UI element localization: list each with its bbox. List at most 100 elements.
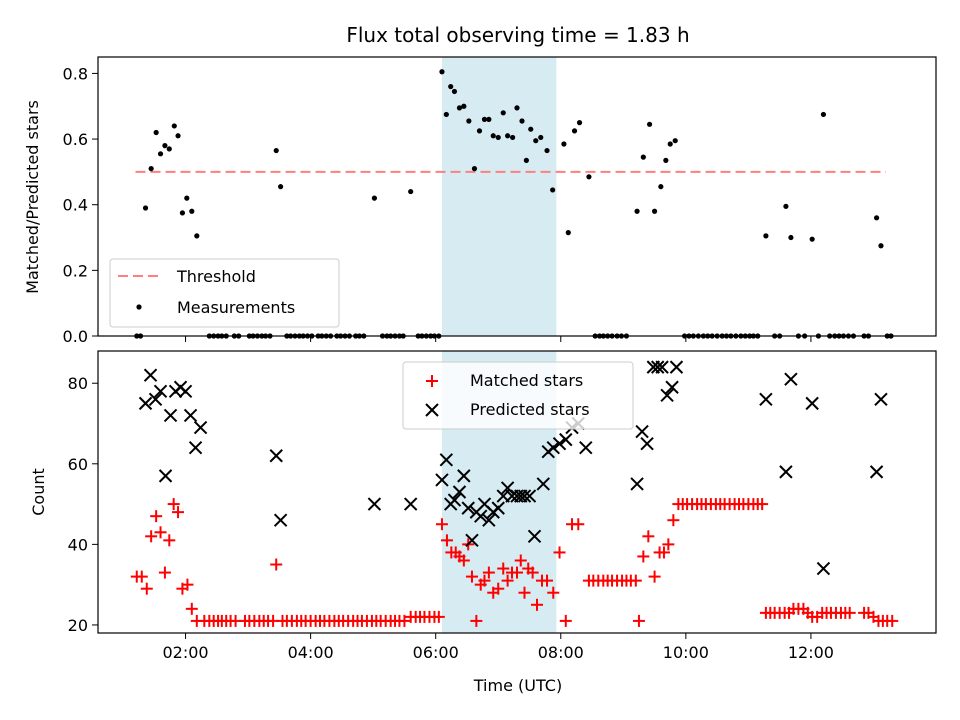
matched-star-point — [167, 498, 180, 511]
matched-star-point — [158, 566, 171, 579]
measurement-point — [278, 184, 284, 190]
top-highlight-span — [441, 57, 557, 336]
measurement-point — [142, 205, 149, 211]
x-tick-label: 12:00 — [788, 643, 834, 662]
predicted-star-point — [784, 372, 798, 386]
matched-star-point — [497, 562, 510, 575]
matched-star-point — [648, 570, 661, 583]
top-y-tick-label: 0.0 — [63, 327, 88, 346]
matched-star-point — [572, 518, 585, 531]
predicted-star-point — [665, 380, 679, 394]
predicted-star-point — [178, 384, 193, 398]
predicted-star-point — [630, 477, 644, 491]
legend-measurements-label: Measurements — [177, 298, 295, 317]
legend-predicted-label: Predicted stars — [470, 400, 590, 419]
bottom-panel: 20 40 60 80 02:00 04:00 06:00 08:00 10:00 12:00 C… — [29, 350, 937, 695]
predicted-star-point — [153, 384, 168, 398]
top-legend-box — [109, 258, 340, 328]
measurement-point — [184, 195, 190, 201]
measurement-point — [466, 118, 472, 124]
measurement-point — [194, 233, 200, 239]
measurement-point — [878, 243, 884, 249]
measurement-point — [171, 123, 177, 129]
predicted-star-point — [660, 388, 674, 403]
measurement-point — [495, 134, 501, 141]
measurement-point — [461, 103, 467, 109]
legend-predicted-swatch — [425, 403, 439, 417]
bottom-y-tick-label: 60 — [68, 455, 88, 474]
measurement-point — [371, 195, 378, 201]
top-y-tick-label: 0.6 — [63, 130, 88, 149]
matched-star-point — [172, 506, 185, 519]
predicted-star-point — [640, 436, 654, 451]
matched-star-point — [657, 546, 670, 559]
matched-star-point — [482, 566, 495, 579]
matched-star-point — [553, 546, 566, 559]
predicted-star-point — [183, 408, 198, 423]
measurement-point — [663, 157, 669, 163]
bottom-y-tick-label: 20 — [68, 616, 88, 635]
predicted-star-point — [816, 561, 831, 576]
matched-star-point — [135, 570, 148, 583]
predicted-star-point — [435, 473, 449, 487]
matched-star-point — [756, 498, 769, 511]
matched-star-point — [470, 614, 483, 627]
measurement-point — [179, 210, 186, 216]
predicted-star-point — [193, 420, 208, 435]
predicted-star-point — [546, 440, 560, 455]
matched-star-point — [432, 610, 445, 623]
measurement-point — [783, 203, 789, 209]
measurement-point — [456, 105, 463, 111]
measurement-point — [443, 111, 449, 118]
measurement-point — [486, 116, 492, 122]
predicted-star-point — [465, 533, 479, 548]
measurement-point — [873, 215, 880, 221]
measurement-point — [148, 166, 154, 172]
predicted-star-point — [163, 408, 178, 423]
matched-star-point — [547, 586, 560, 599]
measurement-point — [538, 134, 544, 141]
predicted-star-point — [447, 493, 462, 507]
matched-star-point — [478, 574, 491, 587]
predicted-star-point — [143, 368, 158, 382]
predicted-star-point — [269, 449, 283, 463]
matched-star-point — [154, 526, 167, 539]
legend-matched-swatch — [426, 375, 438, 387]
measurement-point — [189, 208, 195, 214]
measurement-point — [788, 234, 794, 241]
measurement-point — [586, 174, 592, 180]
measurement-point — [565, 230, 571, 236]
matched-star-point — [526, 566, 539, 579]
predicted-star-point — [651, 360, 665, 374]
matched-star-point — [150, 510, 163, 523]
chart-title: Flux total observing time = 1.83 h — [346, 23, 689, 47]
predicted-star-point — [517, 489, 532, 503]
predicted-star-point — [805, 396, 819, 411]
predicted-star-point — [552, 436, 567, 451]
predicted-star-point — [579, 440, 593, 455]
matched-star-point — [632, 614, 645, 627]
top-panel: 0.00.20.40.60.8 Matched/Predicted stars … — [23, 56, 937, 346]
measurement-point — [476, 128, 483, 134]
matched-star-point — [518, 586, 531, 599]
predicted-star-point — [759, 392, 773, 407]
matched-star-point — [270, 558, 283, 571]
bottom-axis-ticks: 20 40 60 80 02:00 04:00 06:00 08:00 10:00 12:00 — [68, 374, 834, 662]
predicted-star-point — [439, 453, 454, 467]
measurement-point — [576, 120, 583, 126]
matched-star-point — [185, 602, 198, 615]
predicted-star-point — [655, 360, 669, 374]
measurement-point — [510, 134, 516, 141]
measurement-point — [500, 110, 506, 116]
legend-matched-label: Matched stars — [470, 371, 583, 390]
bottom-plot-frame — [97, 350, 937, 634]
predicted-star-point — [158, 469, 173, 483]
measurement-point — [651, 208, 658, 214]
matched-star-point — [541, 574, 554, 587]
measurement-point — [471, 166, 478, 172]
predicted-star-point — [669, 360, 684, 374]
measurement-point — [820, 111, 827, 118]
measurement-point — [166, 146, 172, 152]
matched-star-point — [662, 538, 675, 551]
